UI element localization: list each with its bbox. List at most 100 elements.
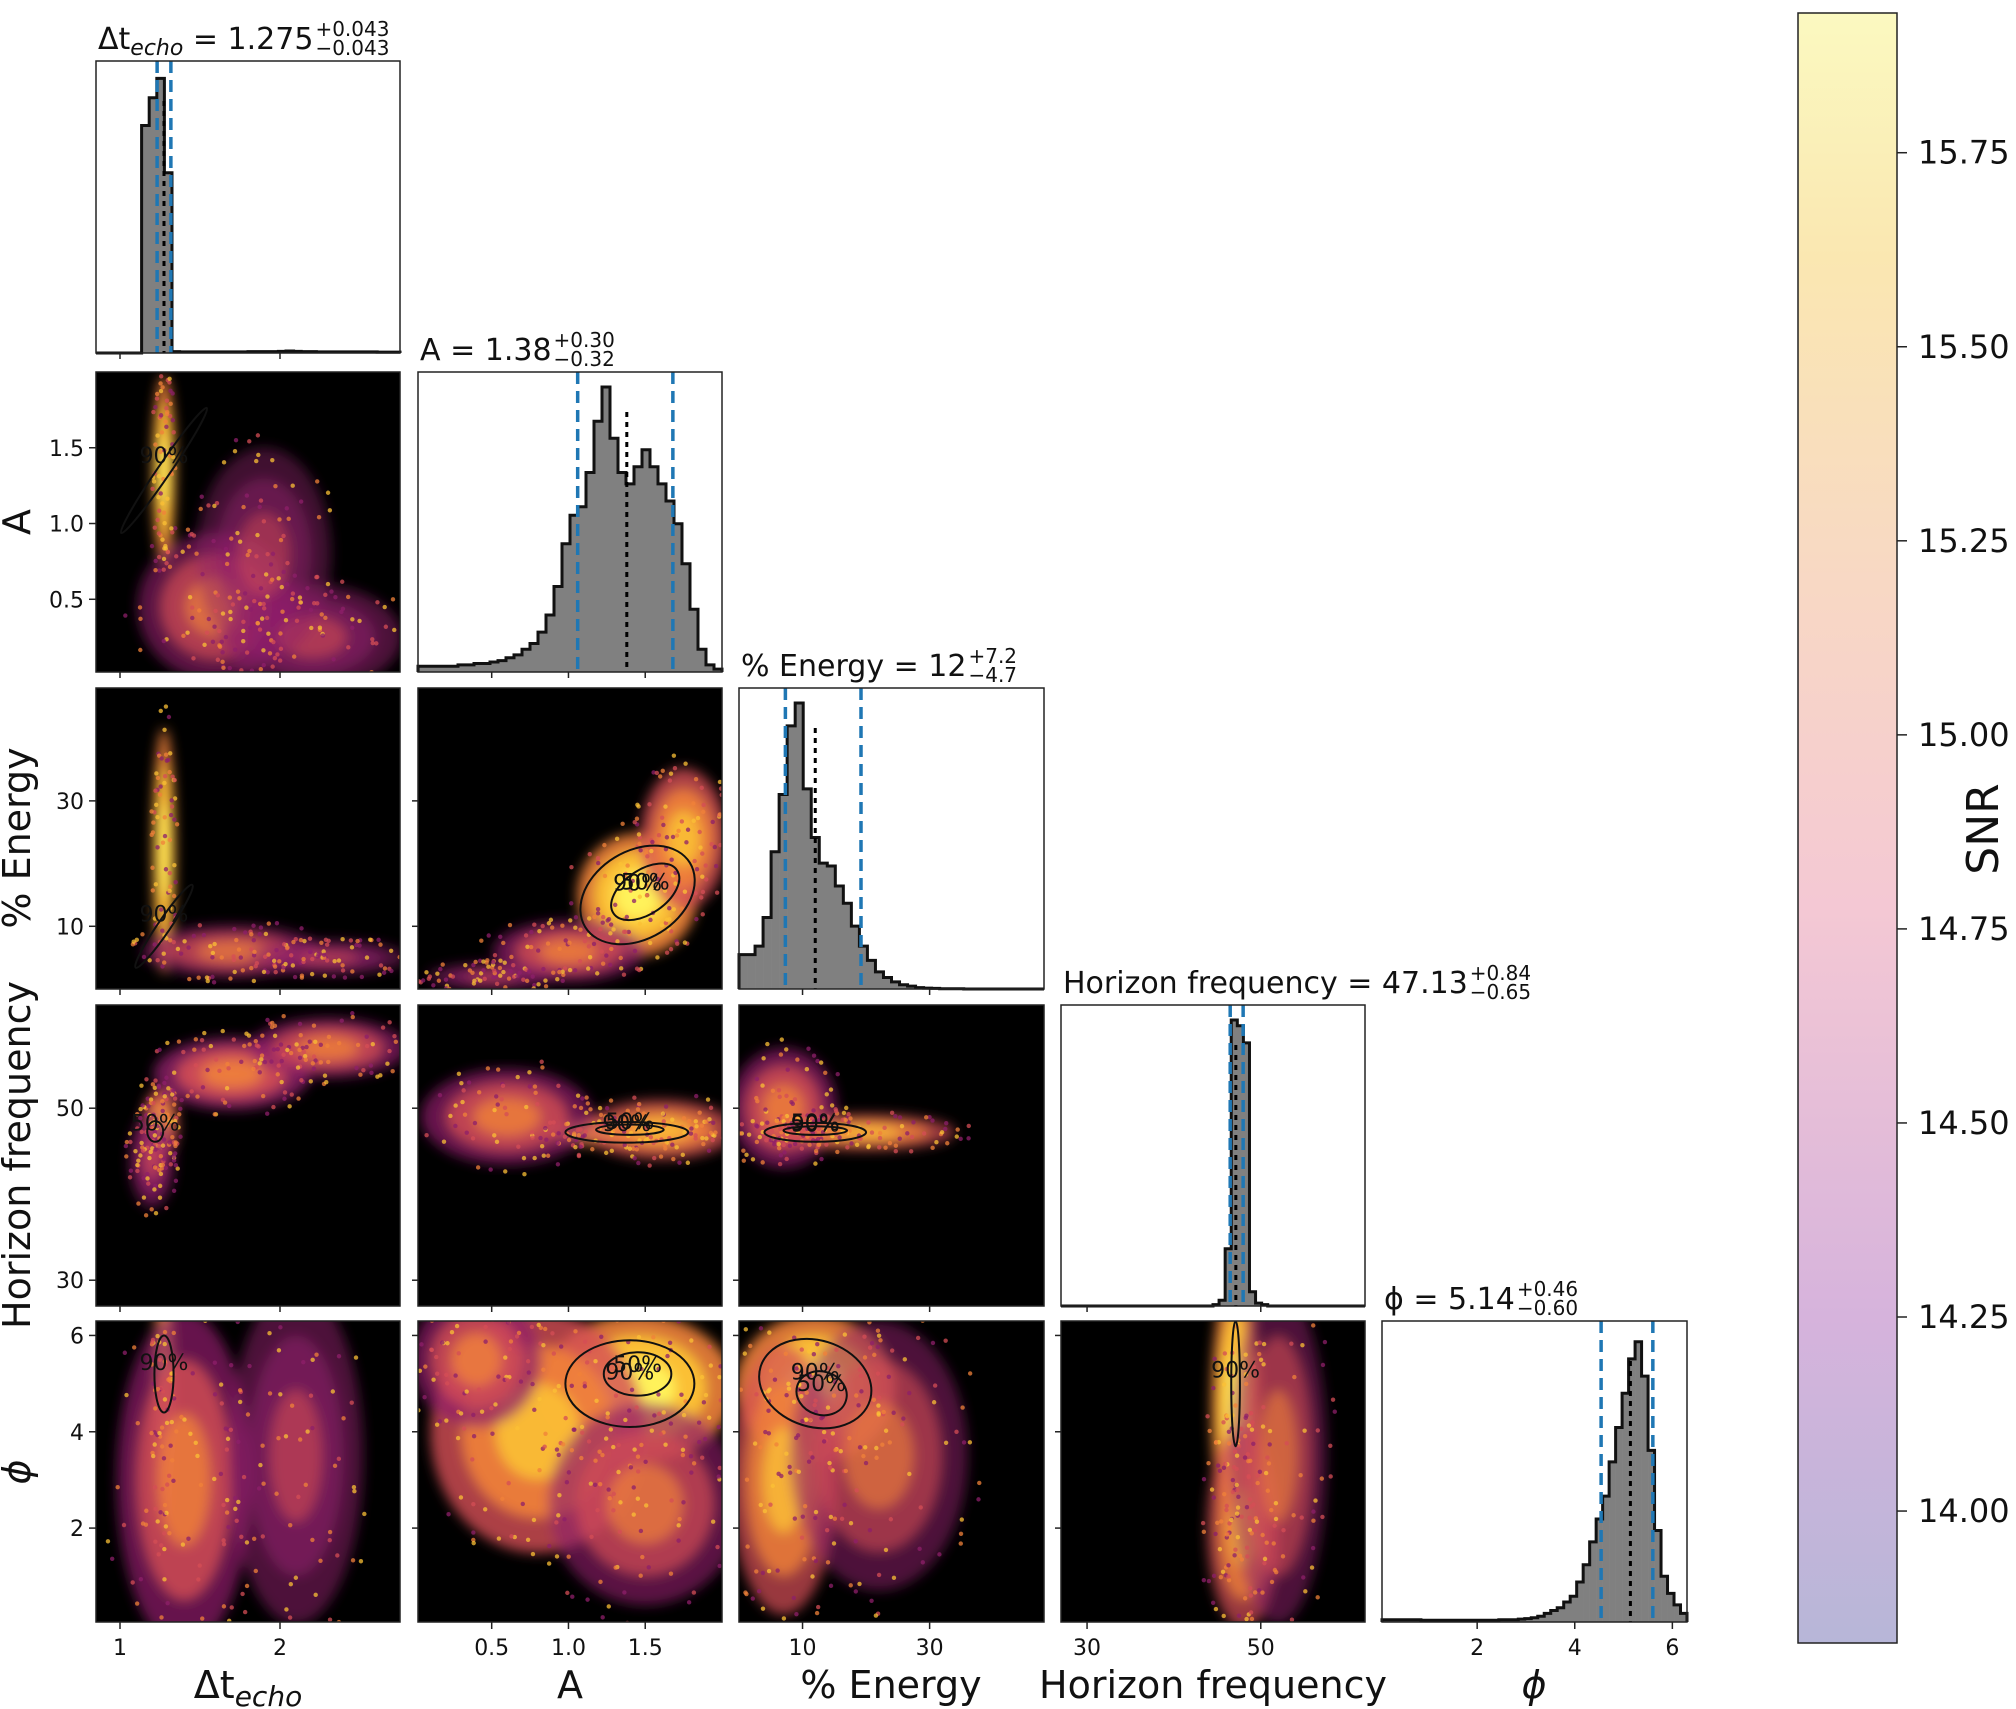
sample-point bbox=[578, 1144, 583, 1149]
sample-point bbox=[699, 1123, 705, 1128]
sample-point bbox=[804, 1067, 810, 1072]
sample-point bbox=[498, 973, 503, 978]
sample-point bbox=[500, 1496, 505, 1501]
colorbar-tick-label: 14.25 bbox=[1918, 1298, 2010, 1336]
sample-point bbox=[240, 968, 246, 973]
sample-point bbox=[818, 1113, 824, 1119]
sample-point bbox=[171, 1330, 176, 1336]
histogram-bar bbox=[787, 725, 796, 989]
sample-point bbox=[170, 1458, 175, 1463]
density-blur bbox=[418, 1321, 722, 1606]
sample-point bbox=[616, 1469, 621, 1475]
histogram-bar bbox=[1628, 1358, 1636, 1622]
sample-point bbox=[595, 855, 601, 861]
sample-point bbox=[717, 1465, 722, 1471]
sample-point bbox=[225, 1436, 231, 1442]
sample-point bbox=[1319, 1476, 1325, 1481]
sample-point bbox=[284, 506, 289, 511]
sample-point bbox=[587, 851, 592, 857]
sample-point bbox=[166, 1116, 172, 1121]
sample-point bbox=[272, 1033, 278, 1039]
sample-point bbox=[185, 1093, 190, 1099]
sample-point bbox=[236, 1439, 241, 1445]
sample-point bbox=[595, 906, 601, 912]
sample-point bbox=[257, 931, 262, 937]
sample-point bbox=[254, 458, 259, 464]
sample-point bbox=[151, 1112, 156, 1118]
sample-point bbox=[603, 1436, 609, 1441]
sample-point bbox=[213, 1057, 219, 1062]
sample-point bbox=[157, 1047, 162, 1053]
sample-point bbox=[608, 922, 614, 927]
sample-point bbox=[725, 1552, 729, 1556]
sample-point bbox=[765, 1120, 770, 1125]
sample-point bbox=[1310, 1545, 1316, 1551]
sample-point bbox=[656, 1411, 662, 1417]
sample-point bbox=[831, 1541, 837, 1546]
sample-point bbox=[429, 1347, 435, 1353]
sample-point bbox=[227, 1618, 232, 1622]
sample-point bbox=[263, 572, 269, 577]
sample-point bbox=[267, 651, 273, 656]
sample-point bbox=[930, 1118, 935, 1123]
sample-point bbox=[478, 971, 484, 976]
sample-point bbox=[794, 1366, 799, 1371]
sample-point bbox=[525, 1537, 531, 1542]
sample-point bbox=[303, 1482, 308, 1488]
sample-point bbox=[692, 858, 697, 864]
sample-point bbox=[252, 598, 257, 604]
sample-point bbox=[291, 939, 296, 945]
sample-point bbox=[599, 1334, 604, 1339]
sample-point bbox=[235, 530, 240, 536]
sample-point bbox=[153, 1147, 158, 1152]
sample-point bbox=[470, 1136, 476, 1141]
sample-point bbox=[219, 639, 224, 645]
sample-point bbox=[886, 1374, 892, 1379]
sample-point bbox=[204, 630, 210, 635]
sample-point bbox=[704, 1119, 709, 1124]
sample-point bbox=[905, 1131, 910, 1136]
sample-point bbox=[1226, 1574, 1231, 1579]
sample-point bbox=[1265, 1488, 1271, 1493]
sample-point bbox=[887, 1140, 893, 1146]
sample-point bbox=[676, 1523, 681, 1528]
sample-point bbox=[169, 1419, 175, 1425]
sample-point bbox=[580, 1096, 585, 1101]
contour-line bbox=[763, 1121, 868, 1143]
sample-point bbox=[755, 1124, 760, 1129]
sample-point bbox=[158, 449, 163, 454]
sample-point bbox=[1303, 1589, 1308, 1594]
sample-point bbox=[140, 1521, 146, 1526]
density-panel-hf-vs-E: 90%50% bbox=[738, 1004, 1045, 1307]
sample-point bbox=[670, 1117, 675, 1122]
histogram-bar bbox=[1583, 1564, 1590, 1622]
sample-point bbox=[158, 491, 163, 496]
histogram-bar bbox=[1570, 1596, 1577, 1622]
sample-point bbox=[834, 1347, 839, 1353]
sample-points bbox=[123, 374, 397, 672]
sample-point bbox=[282, 1090, 288, 1095]
x-axis-label-phi: ϕ bbox=[1521, 1663, 1546, 1707]
sample-point bbox=[796, 1115, 801, 1121]
sample-point bbox=[147, 1112, 152, 1118]
sample-point bbox=[383, 624, 389, 629]
sample-point bbox=[800, 1514, 806, 1519]
sample-point bbox=[233, 1495, 238, 1501]
sample-point bbox=[562, 1517, 567, 1522]
sample-point bbox=[944, 1120, 949, 1126]
sample-point bbox=[931, 1400, 937, 1405]
sample-point bbox=[170, 774, 175, 779]
sample-point bbox=[353, 1355, 359, 1360]
sample-point bbox=[701, 809, 706, 815]
sample-point bbox=[1201, 1529, 1207, 1535]
panel-frame bbox=[417, 687, 723, 990]
sample-point bbox=[130, 1580, 135, 1585]
sample-point bbox=[794, 1611, 799, 1617]
sample-point bbox=[693, 890, 698, 896]
sample-point bbox=[296, 1494, 301, 1500]
sample-point bbox=[233, 1506, 238, 1512]
sample-point bbox=[172, 1102, 177, 1107]
sample-point bbox=[717, 812, 722, 817]
sample-point bbox=[314, 1352, 319, 1357]
sample-point bbox=[269, 1059, 274, 1064]
